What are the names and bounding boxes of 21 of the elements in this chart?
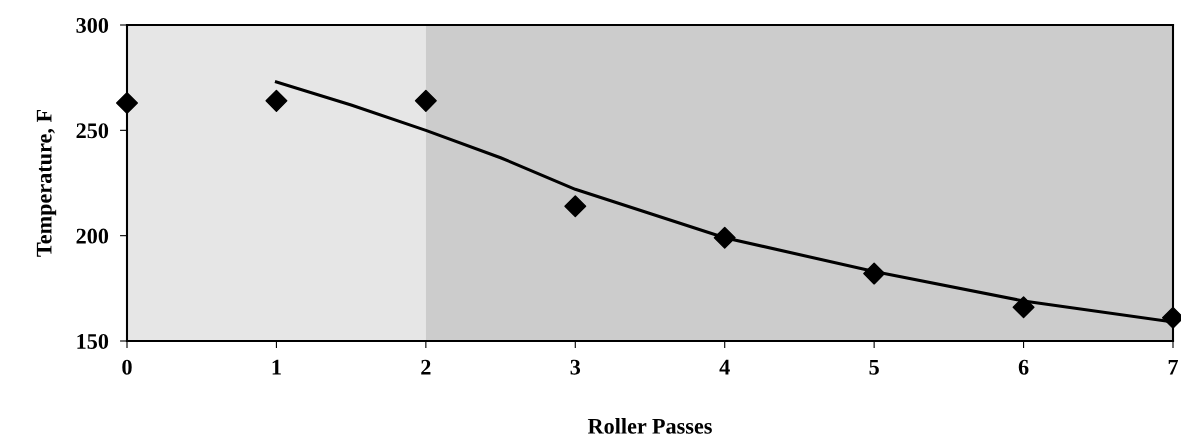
x-axis-title: Roller Passes	[587, 418, 712, 434]
point	[265, 89, 288, 112]
y-tick-label: 250	[76, 123, 109, 139]
y-tick-label: 150	[77, 333, 109, 349]
x-tick-label: 1	[272, 359, 281, 375]
y-tick-label: 300	[76, 17, 109, 33]
x-tick-label: 2	[421, 359, 431, 375]
point	[863, 262, 886, 285]
x-tick-label: 4	[719, 359, 730, 375]
point	[1012, 296, 1035, 319]
x-tick-label: 5	[869, 359, 879, 375]
x-tick-label: 7	[1168, 359, 1179, 375]
y-tick-label: 200	[76, 228, 109, 244]
point	[116, 91, 138, 114]
point	[713, 226, 736, 249]
point	[564, 195, 587, 218]
x-tick-label: 6	[1018, 359, 1029, 375]
x-tick-label: 3	[570, 359, 581, 375]
y-axis-title: Temperature, F	[36, 109, 57, 257]
x-tick-label: 0	[122, 359, 132, 375]
point	[414, 89, 437, 112]
